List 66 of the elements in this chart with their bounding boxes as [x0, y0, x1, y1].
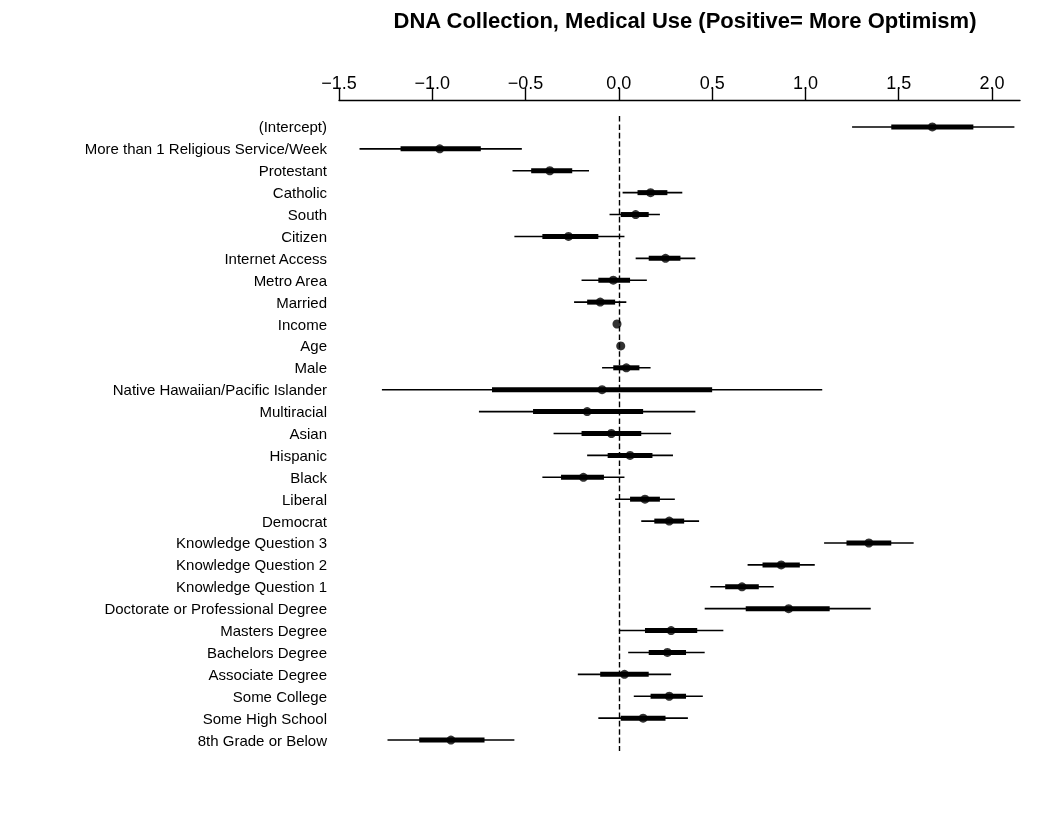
point — [545, 166, 555, 176]
y-tick-label: Masters Degree — [220, 622, 327, 640]
point — [661, 253, 671, 263]
x-tick-label: −0.5 — [507, 73, 544, 93]
point — [446, 735, 456, 745]
point — [638, 713, 648, 723]
y-tick-label: Liberal — [281, 490, 327, 508]
y-tick-label: Citizen — [281, 227, 327, 245]
x-tick-label: 2.0 — [979, 73, 1005, 93]
x-tick-label: 0.5 — [699, 73, 725, 93]
point — [595, 297, 605, 307]
y-tick-label: Native Hawaiian/Pacific Islander — [112, 381, 327, 399]
y-tick-label: Black — [290, 468, 328, 486]
point — [662, 647, 672, 657]
y-tick-label: More than 1 Religious Service/Week — [84, 140, 328, 158]
point — [621, 363, 631, 373]
y-tick-label: Hispanic — [269, 446, 328, 464]
point — [608, 275, 618, 285]
x-tick-label: 1.0 — [792, 73, 818, 93]
y-tick-label: Democrat — [261, 512, 328, 530]
point — [776, 560, 786, 570]
y-tick-label: Catholic — [272, 184, 328, 202]
point — [631, 210, 641, 220]
y-tick-label: Knowledge Question 3 — [176, 534, 327, 552]
y-tick-label: Doctorate or Professional Degree — [104, 600, 327, 618]
y-tick-label: (Intercept) — [258, 118, 327, 136]
point — [616, 341, 626, 351]
chart-title: DNA Collection, Medical Use (Positive= More Optimism) — [393, 7, 977, 33]
y-tick-label: Knowledge Question 2 — [176, 556, 327, 574]
x-tick-label: −1.0 — [414, 73, 451, 93]
y-tick-label: Male — [294, 359, 327, 377]
point — [737, 582, 747, 592]
point — [578, 472, 588, 482]
point — [564, 231, 573, 241]
point — [664, 516, 674, 526]
y-tick-label: Multiracial — [259, 403, 327, 421]
x-tick-label: 0.0 — [606, 73, 632, 93]
point — [606, 429, 616, 438]
point — [864, 538, 874, 548]
x-tick-label: −1.5 — [321, 73, 357, 93]
y-tick-label: Asian — [289, 425, 327, 442]
point — [664, 691, 674, 701]
y-tick-label: Age — [300, 337, 327, 355]
point — [927, 122, 937, 132]
y-tick-label: Income — [277, 315, 327, 333]
point — [435, 144, 445, 154]
point — [646, 188, 656, 198]
point — [640, 494, 650, 504]
y-tick-label: Internet Access — [224, 249, 327, 267]
y-tick-label: Some College — [232, 687, 327, 705]
point — [625, 450, 635, 460]
y-tick-label: 8th Grade or Below — [197, 731, 328, 749]
point — [666, 626, 676, 636]
y-tick-label: Metro Area — [253, 271, 328, 289]
point — [619, 669, 629, 679]
y-tick-label: Knowledge Question 1 — [176, 578, 327, 596]
y-tick-label: Married — [276, 293, 327, 311]
x-tick-label: 1.5 — [886, 73, 912, 93]
y-tick-label: Bachelors Degree — [206, 643, 327, 661]
y-tick-label: Protestant — [258, 162, 328, 180]
point — [582, 407, 592, 417]
y-tick-label: Some High School — [202, 709, 327, 727]
point — [784, 604, 794, 614]
point — [597, 385, 607, 395]
y-tick-label: Associate Degree — [208, 665, 327, 683]
y-tick-label: South — [287, 206, 327, 224]
